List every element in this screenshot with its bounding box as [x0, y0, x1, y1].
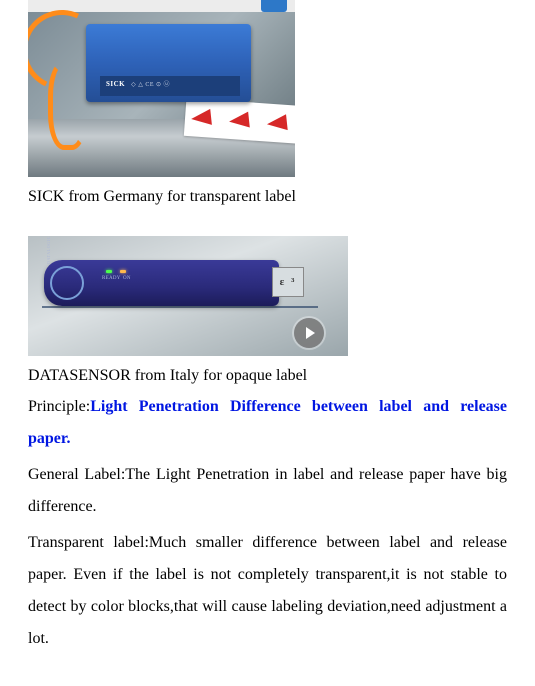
sensor-end-ring — [50, 266, 84, 300]
transparent-label-paragraph: Transparent label:Much smaller differenc… — [28, 527, 507, 655]
sick-brand-text: SICK — [106, 80, 125, 88]
led-ready-label: READY — [102, 276, 121, 281]
figure2-caption: DATASENSOR from Italy for opaque label — [28, 366, 507, 387]
label-edge-line — [42, 306, 318, 308]
arrow-icon — [228, 112, 250, 130]
led-orange-icon — [120, 270, 126, 273]
arrow-icon — [266, 114, 288, 132]
orange-cable — [48, 60, 88, 150]
figure1-caption: SICK from Germany for transparent label — [28, 187, 507, 208]
figure-sick-sensor: SICK ◇ △ CE ⊙ ⓤ — [28, 0, 295, 177]
principle-label: Principle: — [28, 398, 90, 415]
principle-paragraph: Principle:Light Penetration Difference b… — [28, 391, 507, 455]
led-on-label: ON — [123, 276, 131, 281]
principle-highlight: Light Penetration Difference between lab… — [28, 398, 507, 447]
datalogic-side-text: DATALOGIC — [46, 236, 51, 264]
led-green-icon — [106, 270, 112, 273]
play-icon[interactable] — [294, 318, 324, 348]
sick-sensor-plate: SICK ◇ △ CE ⊙ ⓤ — [100, 76, 240, 96]
arrow-icon — [190, 109, 212, 127]
general-label-paragraph: General Label:The Light Penetration in l… — [28, 459, 507, 523]
top-blue-part — [261, 0, 287, 12]
sick-cert-marks: ◇ △ CE ⊙ ⓤ — [131, 82, 170, 88]
sensor-tip-readout: ε ³ — [272, 267, 304, 297]
figure-datasensor: READY ON DATALOGIC ε ³ — [28, 236, 348, 356]
